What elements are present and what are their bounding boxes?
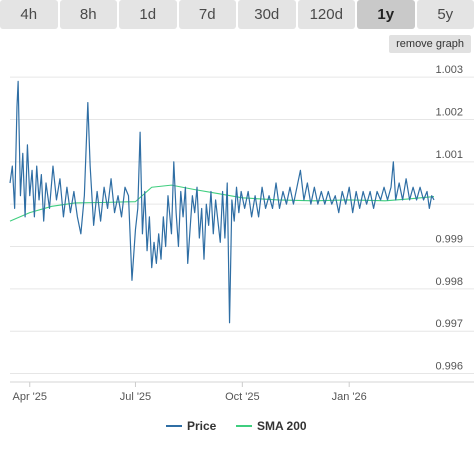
tab-30d[interactable]: 30d (238, 0, 296, 29)
remove-graph-button[interactable]: remove graph (389, 35, 471, 53)
y-tick-label: 0.996 (435, 361, 463, 373)
y-tick-label: 1.003 (435, 64, 463, 76)
x-tick-label: Apr '25 (12, 391, 47, 403)
x-tick-label: Jan '26 (332, 391, 367, 403)
tab-1y[interactable]: 1y (357, 0, 415, 29)
y-tick-label: 0.999 (435, 234, 463, 246)
x-tick-label: Jul '25 (120, 391, 151, 403)
x-tick-label: Oct '25 (225, 391, 260, 403)
time-range-tabs: 4h 8h 1d 7d 30d 120d 1y 5y (0, 0, 474, 29)
y-tick-label: 0.997 (435, 318, 463, 330)
tab-8h[interactable]: 8h (59, 0, 117, 29)
price-chart-svg: 0.996 0.997 0.998 0.999 1.001 1.002 1.003 Apr '… (9, 64, 474, 433)
price-chart: 0.996 0.997 0.998 0.999 1.001 1.002 1.003 Apr '… (0, 56, 474, 455)
tab-7d[interactable]: 7d (178, 0, 236, 29)
tab-4h[interactable]: 4h (0, 0, 58, 29)
price-series-line (9, 80, 435, 324)
y-tick-label: 0.998 (435, 276, 463, 288)
legend-item-price[interactable]: Price (187, 419, 217, 433)
y-tick-label: 1.002 (435, 107, 463, 119)
legend-item-sma-200[interactable]: SMA 200 (257, 419, 307, 433)
tab-5y[interactable]: 5y (416, 0, 474, 29)
tab-120d[interactable]: 120d (297, 0, 355, 29)
y-tick-label: 1.001 (435, 149, 463, 161)
tab-1d[interactable]: 1d (119, 0, 177, 29)
